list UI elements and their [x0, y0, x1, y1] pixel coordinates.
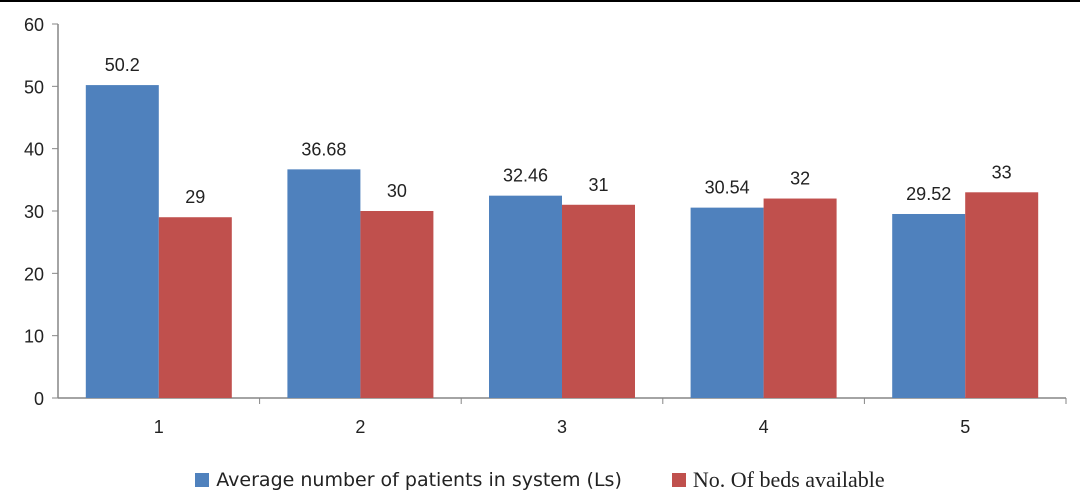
legend-item-patients: Average number of patients in system (Ls… — [195, 469, 622, 491]
y-tick-label: 20 — [24, 264, 44, 284]
data-label: 29 — [185, 187, 205, 207]
bar-beds — [360, 211, 434, 398]
bar-patients — [690, 207, 764, 398]
bar-beds — [158, 217, 232, 398]
y-tick-label: 30 — [24, 202, 44, 222]
bar-chart: 0 10 20 30 40 50 60 50.2 29 1 36.68 30 2 32.46 31 3 30.5… — [24, 15, 1067, 437]
x-tick-label: 1 — [154, 417, 164, 437]
data-label: 29.52 — [906, 184, 951, 204]
legend-swatch-beds — [671, 473, 686, 487]
x-tick-label: 4 — [759, 417, 769, 437]
bar-beds — [562, 204, 635, 398]
data-label: 36.68 — [301, 139, 346, 159]
y-tick-label: 10 — [24, 327, 44, 347]
legend-label-patients: Average number of patients in system (Ls… — [216, 469, 622, 491]
y-tick-label: 0 — [34, 389, 44, 409]
x-tick-label: 3 — [557, 417, 567, 437]
bar-beds — [763, 198, 837, 398]
data-label: 50.2 — [105, 55, 140, 75]
bar-patients — [287, 169, 361, 398]
legend-swatch-patients — [195, 473, 210, 487]
bar-patients — [489, 195, 562, 398]
x-tick-label: 5 — [960, 417, 970, 437]
legend-label-beds: No. Of beds available — [692, 467, 885, 492]
data-label: 32.46 — [503, 166, 548, 186]
data-label: 30 — [387, 181, 407, 201]
data-label: 32 — [790, 169, 810, 189]
bar-patients — [85, 85, 159, 398]
y-tick-label: 60 — [24, 15, 44, 35]
y-tick-label: 50 — [24, 77, 44, 97]
bar-patients — [892, 213, 966, 398]
y-tick-label: 40 — [24, 140, 44, 160]
legend: Average number of patients in system (Ls… — [0, 464, 1080, 496]
data-label: 31 — [588, 175, 608, 195]
data-label: 30.54 — [705, 178, 750, 198]
legend-item-beds: No. Of beds available — [671, 467, 885, 493]
bar-beds — [965, 192, 1039, 398]
data-label: 33 — [992, 162, 1012, 182]
x-tick-label: 2 — [355, 417, 365, 437]
